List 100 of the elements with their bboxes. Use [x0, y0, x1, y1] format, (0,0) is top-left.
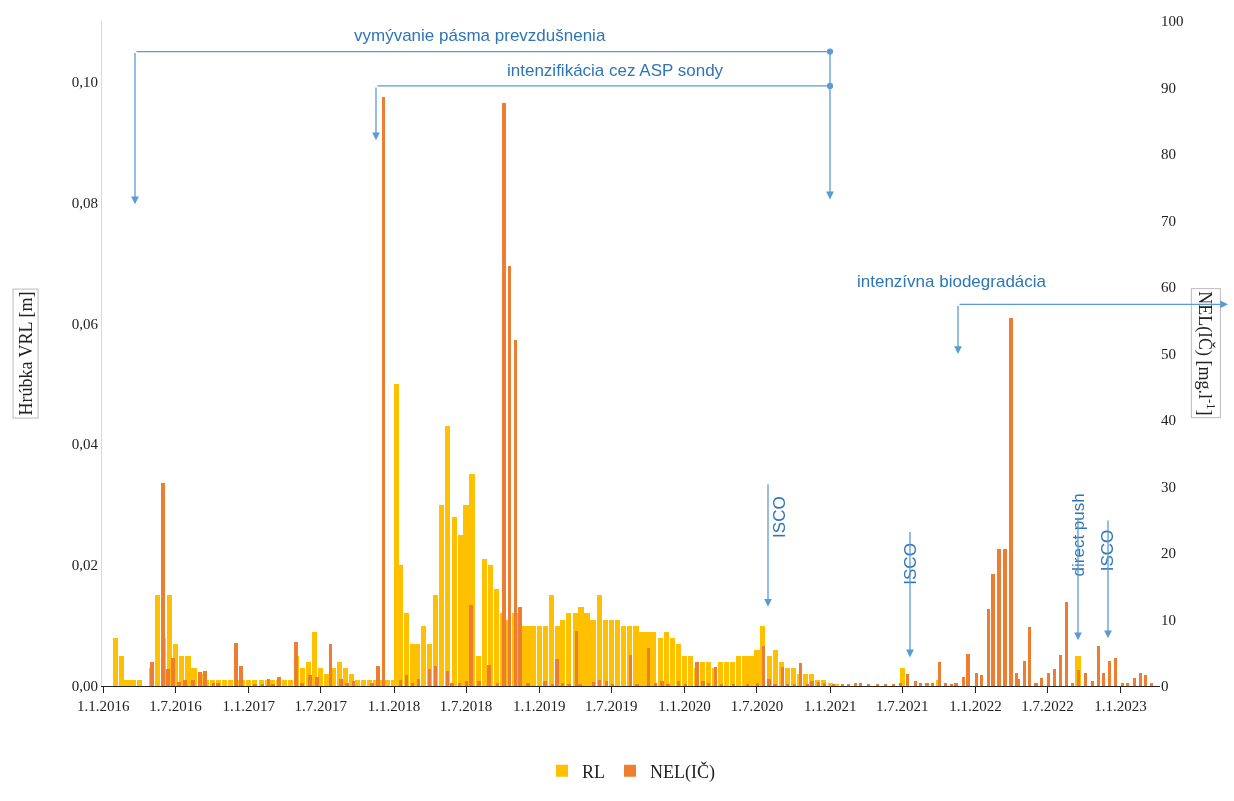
bar: [487, 665, 491, 686]
bar: [975, 673, 978, 686]
annotation: intenzifikácia cez ASP sondy: [507, 61, 724, 80]
x-tick-label: 1.7.2019: [585, 698, 638, 714]
bar: [502, 103, 506, 686]
bar: [914, 681, 917, 686]
y-axis-title: Hrúbka VRL [m]: [15, 291, 36, 416]
x-tick-label: 1.7.2020: [730, 698, 784, 714]
bar: [1114, 658, 1117, 686]
x-tick-label: 1.1.2018: [367, 698, 421, 714]
bar: [1084, 673, 1087, 686]
bar: [399, 680, 402, 686]
annotation: vymývanie pásma prevzdušnenia: [354, 26, 606, 45]
bar: [997, 549, 1001, 686]
bar: [1047, 673, 1050, 686]
bar: [191, 680, 195, 686]
legend-label: RL: [582, 761, 606, 782]
bar: [1065, 602, 1068, 686]
bar: [1108, 661, 1111, 686]
y2-tick-label: 30: [1161, 478, 1176, 495]
bar: [1097, 646, 1100, 686]
bar: [329, 644, 332, 686]
bar: [382, 97, 385, 686]
bar: [561, 683, 564, 686]
bar: [938, 662, 941, 686]
bar: [477, 681, 481, 686]
annotation: direct push: [1068, 493, 1088, 577]
bar: [526, 683, 530, 686]
y-tick-label: 0,08: [71, 194, 98, 211]
legend-label: NEL(IČ): [650, 760, 715, 783]
bar: [925, 683, 929, 686]
bar: [944, 683, 947, 686]
x-tick-label: 1.1.2023: [1094, 698, 1147, 714]
bar: [756, 683, 759, 686]
bar: [183, 680, 187, 686]
bar: [654, 683, 657, 686]
bar: [677, 681, 680, 686]
bar: [1040, 678, 1043, 686]
x-tick-label: 1.7.2018: [439, 698, 493, 714]
x-tick-label: 1.7.2017: [294, 698, 348, 714]
bar: [859, 683, 862, 686]
bar: [1126, 683, 1129, 686]
bar: [543, 681, 547, 686]
annotation: ISCO: [770, 496, 790, 538]
y-tick-label: 0,06: [71, 315, 99, 332]
bar: [701, 681, 705, 686]
bar: [376, 666, 380, 686]
y-tick-label: 0,10: [71, 73, 98, 90]
bar: [458, 683, 461, 686]
bar: [345, 683, 349, 686]
x-tick-label: 1.1.2020: [658, 698, 711, 714]
x-tick-label: 1.7.2016: [149, 698, 203, 714]
bar: [598, 680, 601, 686]
x-tick-label: 1.1.2021: [803, 698, 857, 714]
bar: [1028, 627, 1031, 686]
bar: [1071, 683, 1074, 686]
bar: [767, 679, 771, 686]
bar: [707, 683, 710, 686]
bar: [496, 683, 499, 686]
x-tick-label: 1.7.2021: [875, 698, 929, 714]
bar: [1133, 678, 1136, 686]
bar: [899, 683, 902, 686]
bar: [1102, 673, 1105, 686]
bar: [428, 669, 431, 686]
y-tick-label: 0,02: [71, 557, 98, 574]
bar: [1139, 673, 1142, 686]
bar: [991, 574, 995, 686]
bar: [1059, 655, 1062, 686]
bar: [417, 679, 420, 686]
bar: [954, 683, 958, 686]
x-tick-label: 1.1.2016: [76, 698, 130, 714]
y2-tick-label: 20: [1161, 545, 1176, 562]
y2-tick-label: 40: [1161, 412, 1176, 429]
x-tick-label: 1.1.2022: [949, 698, 1002, 714]
bar: [1034, 683, 1038, 686]
bar: [294, 642, 298, 686]
bar: [1053, 669, 1056, 686]
y2-tick-label: 90: [1161, 79, 1176, 96]
annotation: ISCO: [901, 543, 921, 585]
bar: [919, 683, 922, 686]
bar: [1121, 683, 1124, 686]
bar: [1091, 681, 1094, 686]
y2-tick-label: 100: [1161, 13, 1184, 30]
x-tick-label: 1.1.2017: [222, 698, 276, 714]
annotation: ISCO: [1098, 529, 1118, 572]
bar: [1077, 670, 1080, 686]
bar: [1023, 661, 1026, 686]
bar: [411, 683, 414, 686]
bar: [150, 662, 154, 686]
bar: [1003, 549, 1007, 686]
bar: [177, 682, 181, 686]
y2-tick-label: 60: [1161, 279, 1176, 296]
bar: [508, 266, 511, 686]
x-tick-label: 1.7.2022: [1021, 698, 1074, 714]
y2-tick-label: 50: [1161, 345, 1176, 362]
bar: [966, 654, 970, 686]
bar: [300, 683, 304, 686]
bar: [660, 681, 664, 686]
y2-tick-label: 10: [1161, 611, 1176, 628]
bar: [405, 675, 408, 686]
